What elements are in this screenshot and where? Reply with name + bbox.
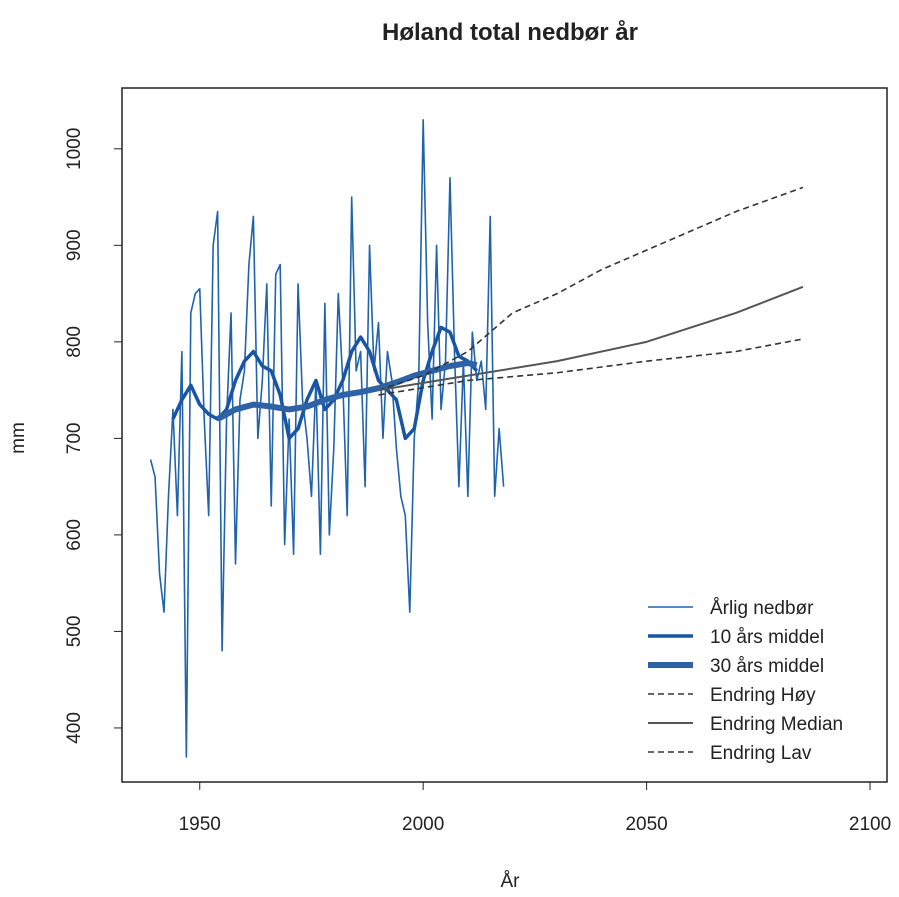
legend-label: Endring Lav xyxy=(710,743,812,764)
legend-label: Årlig nedbør xyxy=(710,598,814,619)
x-tick-label: 2100 xyxy=(849,814,891,835)
legend-label: 30 års middel xyxy=(710,656,824,677)
x-tick-label: 1950 xyxy=(179,814,221,835)
y-tick-label: 1000 xyxy=(64,128,85,170)
y-tick-label: 700 xyxy=(64,423,85,455)
x-tick-label: 2050 xyxy=(625,814,667,835)
y-tick-label: 900 xyxy=(64,229,85,261)
chart-title: Høland total nedbør år xyxy=(382,19,638,46)
series-line xyxy=(378,186,804,391)
legend-label: 10 års middel xyxy=(710,627,824,648)
legend-label: Endring Høy xyxy=(710,685,816,706)
series-line xyxy=(378,338,804,396)
y-tick-label: 800 xyxy=(64,326,85,358)
y-axis-label: mm xyxy=(8,422,29,454)
x-axis-label: År xyxy=(501,871,521,892)
series-line xyxy=(216,360,478,422)
plot-frame xyxy=(121,87,888,783)
y-tick-label: 400 xyxy=(64,712,85,744)
y-tick-label: 500 xyxy=(64,616,85,648)
series-line xyxy=(149,119,505,758)
x-tick-label: 2000 xyxy=(402,814,444,835)
y-tick-label: 600 xyxy=(64,519,85,551)
series-line xyxy=(378,285,804,392)
legend-label: Endring Median xyxy=(710,714,843,735)
